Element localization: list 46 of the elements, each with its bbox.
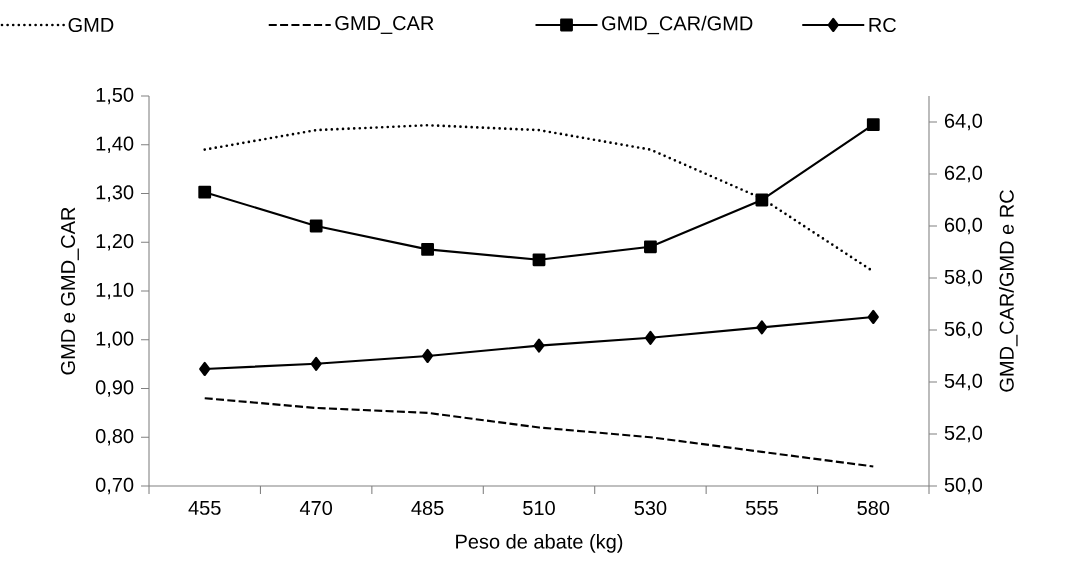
y-axis-title: GMD e GMD_CAR <box>60 207 79 375</box>
y-tick-label: 0,80 <box>95 428 134 446</box>
point <box>422 348 434 364</box>
y-tick-label: 1,50 <box>96 87 134 105</box>
point <box>532 253 546 267</box>
x-tick-label: 455 <box>188 500 221 515</box>
point <box>755 193 769 207</box>
y2-tick-label: 58,0 <box>944 269 983 287</box>
point <box>199 361 211 377</box>
legend-label: GMD_CAR <box>335 16 434 34</box>
y2-tick-label: 50,0 <box>944 477 983 495</box>
x-tick-label: 530 <box>634 500 667 516</box>
point <box>421 242 434 256</box>
x-tick-label: 555 <box>745 500 778 515</box>
x-tick-label: 510 <box>523 500 555 516</box>
y2-tick-label: 52,0 <box>944 425 983 443</box>
y2-axis-title: GMD_CAR/GMD e RC <box>999 190 1018 392</box>
point <box>644 330 656 345</box>
y2-tick-label: 54,0 <box>944 373 983 391</box>
y-tick-label: 1,30 <box>96 185 134 202</box>
y2-tick-label: 60,0 <box>944 217 983 235</box>
y2-tick-label: 64,0 <box>944 113 983 131</box>
x-axis-title: Peso de abate (kg) <box>456 534 623 553</box>
y-tick-label: 0,90 <box>95 380 134 397</box>
legend-label: RC <box>869 17 896 33</box>
legend-label: GMD <box>68 17 114 33</box>
y-tick-label: 1,10 <box>96 282 134 300</box>
point <box>310 356 322 371</box>
point <box>309 219 323 233</box>
y-tick-label: 1,40 <box>96 136 134 153</box>
line-series <box>203 397 875 468</box>
x-tick-label: 580 <box>857 500 890 516</box>
y-tick-label: 1,00 <box>96 331 134 348</box>
point <box>756 320 768 335</box>
y2-tick-label: 62,0 <box>944 165 983 183</box>
point <box>866 118 880 131</box>
point <box>533 338 545 353</box>
legend-label: GMD_CAR/GMD <box>602 15 753 35</box>
y2-tick-label: 56,0 <box>944 321 983 339</box>
point <box>867 309 879 325</box>
y-tick-label: 0,70 <box>95 477 134 495</box>
point <box>198 185 212 199</box>
x-tick-label: 470 <box>299 500 333 516</box>
point <box>644 240 657 254</box>
y-tick-label: 1,20 <box>96 233 134 251</box>
x-tick-label: 485 <box>411 500 444 516</box>
